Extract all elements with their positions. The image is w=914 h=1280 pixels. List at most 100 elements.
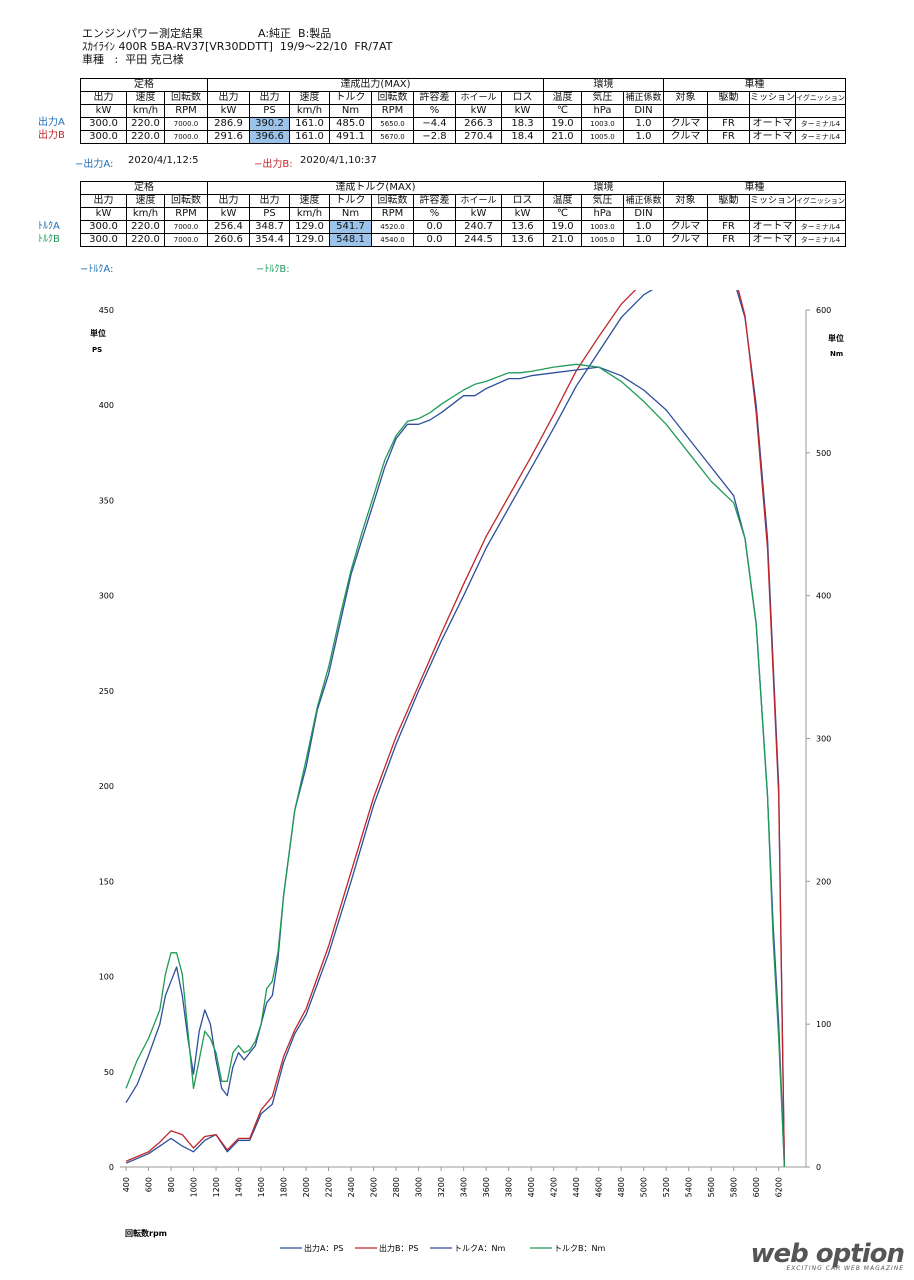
column-header: トルク [329,194,372,208]
x-tick-label: 3200 [437,1177,446,1197]
table-cell: 7000.0 [164,233,208,247]
y-left-tick-label: 350 [99,496,114,505]
x-tick-label: 5600 [707,1177,716,1197]
table-cell: 1003.0 [581,220,624,234]
column-header: 駆動 [707,91,750,105]
unit-cell [748,207,797,221]
column-header: 駆動 [707,194,750,208]
table-cell: 1005.0 [581,233,624,247]
x-tick-label: 2000 [302,1177,311,1197]
unit-cell: % [413,207,456,221]
table-cell: 129.0 [289,233,330,247]
column-header: 温度 [543,194,582,208]
x-tick-label: 800 [167,1177,176,1192]
column-header: 速度 [289,91,330,105]
column-header: 回転数 [164,194,208,208]
unit-cell [663,104,708,118]
group-header: 達成出力(MAX) [207,78,544,92]
table-cell: 485.0 [329,117,372,131]
group-header: 達成トルク(MAX) [207,181,544,195]
y-right-tick-label: 400 [816,592,831,601]
y-left-unit-value: PS [92,346,102,354]
unit-cell: RPM [371,104,414,118]
unit-cell: km/h [126,104,165,118]
unit-cell: PS [249,207,290,221]
stamp-power-a-value: 2020/4/1,12:5 [128,155,199,166]
y-left-tick-label: 200 [99,782,114,791]
legend-label-0: 出力A：PS [304,1243,343,1253]
unit-cell: km/h [126,207,165,221]
y-left-tick-label: 50 [104,1068,114,1077]
table-cell: オートマ [748,130,797,144]
table-cell: 161.0 [289,130,330,144]
row-label-power-a: 出力A [38,117,65,128]
table-cell: 1.0 [623,130,664,144]
table-cell: 1005.0 [581,130,624,144]
table-row: 300.0 220.0 7000.0 286.9 390.2 161.0 485.0 5650… [80,117,846,131]
stamp-power-b-label: −出力B: [254,159,293,170]
row-label-torque-b: ﾄﾙｸB [38,234,60,245]
column-header: ホイール [455,194,502,208]
x-axis-label: 回転数rpm [125,1228,167,1238]
table-cell: 0.0 [413,233,456,247]
column-header: イグニッション [795,194,846,208]
dyno-chart: 400 600 800 1000 1200 1400 1600 1800 2000 2200 240… [90,290,844,1253]
unit-cell [748,104,797,118]
column-header: 速度 [126,194,165,208]
table-cell: 300.0 [80,117,127,131]
chart-lines [125,290,786,1168]
table-cell: 354.4 [249,233,290,247]
x-tick-label: 1600 [257,1177,266,1197]
column-header: 気圧 [581,91,624,105]
table-cell: 300.0 [80,233,127,247]
chart-axes: 400 600 800 1000 1200 1400 1600 1800 2000 2200 240… [90,306,844,1238]
column-header: 回転数 [371,194,414,208]
column-header: 回転数 [164,91,208,105]
group-header: 車種 [663,78,846,92]
table-cell: 0.0 [413,220,456,234]
column-header: ロス [501,91,544,105]
unit-cell: kW [501,207,544,221]
table-cell: 13.6 [501,233,544,247]
unit-cell: km/h [289,104,330,118]
table-cell: −4.4 [413,117,456,131]
y-left-tick-label: 150 [99,877,114,886]
column-header: 温度 [543,91,582,105]
table-cell: クルマ [663,117,708,131]
table-cell: オートマ [748,220,797,234]
column-header: 回転数 [371,91,414,105]
table-cell: 19.0 [543,117,582,131]
unit-cell: Nm [329,207,372,221]
table-cell: 1.0 [623,117,664,131]
x-tick-label: 3800 [505,1177,514,1197]
column-header: 気圧 [581,194,624,208]
table-cell: 220.0 [126,130,165,144]
y-left-tick-label: 300 [99,592,114,601]
group-header: 環境 [543,78,664,92]
table-cell: −2.8 [413,130,456,144]
column-header: ロス [501,194,544,208]
table-cell: 266.3 [455,117,502,131]
x-tick-label: 1000 [190,1177,199,1197]
owner-info: 車種 : 平田 克己様 [82,53,184,66]
table-cell: 21.0 [543,130,582,144]
unit-cell: hPa [581,207,624,221]
x-tick-label: 2800 [392,1177,401,1197]
logo-sub: EXCITING CAR WEB MAGAZINE [786,1265,904,1272]
table-cell: 390.2 [249,117,290,131]
table-cell: 300.0 [80,220,127,234]
unit-cell: kW [207,104,250,118]
x-tick-label: 5000 [640,1177,649,1197]
table-cell: ターミナル4 [795,233,846,247]
row-label-power-b: 出力B [38,130,65,141]
unit-cell [707,104,750,118]
group-header: 定格 [80,181,208,195]
column-header: 出力 [80,91,127,105]
x-tick-label: 1200 [212,1177,221,1197]
series-line-2 [125,366,786,1168]
y-left-tick-label: 0 [109,1163,114,1172]
table-cell: 286.9 [207,117,250,131]
table-cell: オートマ [748,117,797,131]
unit-cell: kW [80,207,127,221]
table-cell: 548.1 [329,233,372,247]
